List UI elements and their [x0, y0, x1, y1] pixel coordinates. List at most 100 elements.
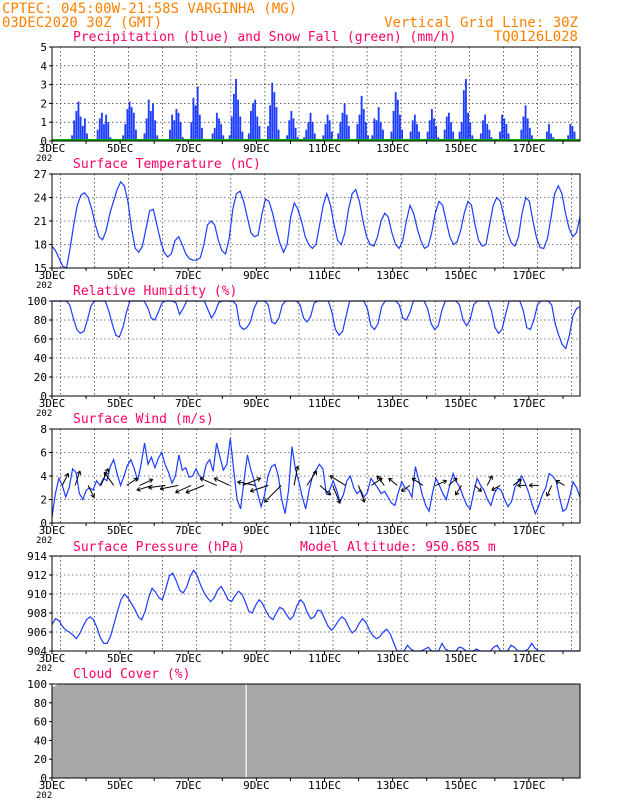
precip-bar	[465, 78, 467, 141]
y-tick-label: 4	[40, 60, 47, 73]
wind-arrow-head	[148, 484, 153, 490]
precip-bar	[433, 118, 435, 141]
wind-arrow-head	[103, 471, 109, 477]
y-tick-label: 0	[40, 390, 47, 403]
precip-bar	[173, 120, 176, 141]
panel-title-precipitation: Precipitation (blue) and Snow Fall (gree…	[73, 30, 457, 45]
x-tick-label: 15DEC	[444, 142, 477, 155]
y-tick-label: 27	[34, 168, 47, 181]
wind-arrow	[555, 480, 565, 486]
wind-arrow	[199, 477, 218, 486]
x-tick-label: 9DEC	[243, 652, 270, 665]
x-tick-label: 17DEC	[512, 397, 545, 410]
precip-bar	[390, 131, 393, 141]
x-tick-label: 5DEC	[107, 524, 134, 537]
x-tick-label: 13DEC	[376, 142, 409, 155]
precip-bar	[220, 124, 223, 141]
wind-arrow-head	[491, 486, 496, 491]
precip-bar	[103, 124, 105, 141]
wind-arrow	[293, 466, 299, 486]
x-tick-label: 3DEC	[39, 652, 66, 665]
precip-bar	[401, 129, 403, 141]
precip-bar	[322, 135, 325, 141]
precip-bar	[83, 118, 86, 141]
precip-bar	[307, 122, 310, 141]
panel-frame	[51, 300, 581, 397]
y-tick-label: 100	[27, 678, 47, 691]
wind-arrow	[264, 485, 282, 503]
precip-bar	[469, 122, 472, 141]
wind-arrow	[160, 484, 179, 490]
precip-bar	[213, 127, 216, 141]
precip-bar	[341, 112, 344, 141]
wind-arrow	[332, 485, 341, 504]
x-tick-label: 9DEC	[243, 142, 270, 155]
precip-bar	[467, 112, 469, 141]
precip-bar	[241, 131, 244, 141]
precip-bar	[379, 122, 382, 141]
wind-arrow-head	[517, 478, 522, 484]
precip-bar	[86, 133, 88, 141]
wind-arrow-head	[136, 486, 141, 492]
wind-arrow-head	[488, 475, 493, 480]
wind-arrow	[546, 485, 553, 497]
wind-arrow-head	[477, 487, 483, 492]
y-tick-label: 24	[34, 192, 48, 205]
precip-bar	[73, 120, 76, 141]
precip-bar	[147, 99, 150, 141]
wind-arrow	[319, 485, 331, 496]
precip-bar	[258, 125, 261, 141]
precip-bar	[237, 99, 240, 141]
x-tick-label: 17DEC	[512, 142, 545, 155]
precip-bar	[326, 114, 329, 141]
precip-bar	[501, 114, 504, 141]
y-tick-label: 18	[34, 239, 47, 252]
precip-bar	[194, 105, 197, 141]
precip-bar	[373, 118, 376, 141]
wind-arrow-head	[90, 493, 95, 498]
precip-bar	[239, 116, 242, 141]
wind-arrow-head	[64, 472, 70, 478]
precip-bar	[294, 127, 297, 141]
precip-bar	[269, 105, 271, 141]
header-line2: 03DEC2020 30Z (GMT)	[2, 15, 162, 31]
precip-bar	[375, 120, 378, 141]
wind-arrow-head	[312, 470, 318, 476]
x-tick-label: 5DEC	[107, 397, 134, 410]
x-tick-label: 3DEC	[39, 779, 66, 792]
wind-arrow-head	[329, 475, 335, 480]
precip-bar	[169, 129, 171, 141]
x-tick-label: 15DEC	[444, 397, 477, 410]
precip-bar	[505, 124, 508, 141]
y-tick-label: 60	[34, 333, 47, 346]
precip-bar	[435, 125, 438, 141]
precip-bar	[81, 125, 84, 141]
wind-arrow	[175, 484, 192, 494]
x-tick-label: 17DEC	[512, 779, 545, 792]
header-code: TQ0126L028	[494, 29, 578, 45]
y-tick-label: 0	[40, 517, 47, 530]
precip-bar	[232, 94, 235, 141]
y-tick-label: 1	[40, 116, 47, 129]
wind-arrow-head	[442, 479, 447, 485]
precip-bar	[452, 131, 455, 141]
precip-bar	[448, 112, 450, 141]
precip-bar	[179, 122, 182, 141]
precip-bar	[71, 135, 73, 141]
wind-arrow-head	[336, 499, 342, 504]
x-tick-label: 13DEC	[376, 397, 409, 410]
precip-bar	[105, 114, 108, 141]
wind-arrow	[139, 478, 153, 486]
wind-arrow-head	[104, 468, 110, 473]
precip-bar	[550, 133, 553, 141]
wind-arrow-head	[388, 477, 393, 483]
precip-bar	[128, 101, 131, 141]
panel-frame	[51, 683, 581, 779]
precip-bar	[230, 116, 233, 141]
y-tick-label: 904	[27, 645, 47, 658]
precip-bar	[503, 118, 506, 141]
precip-bar	[356, 124, 359, 141]
precip-bar	[75, 110, 78, 141]
precip-bar	[107, 122, 110, 141]
